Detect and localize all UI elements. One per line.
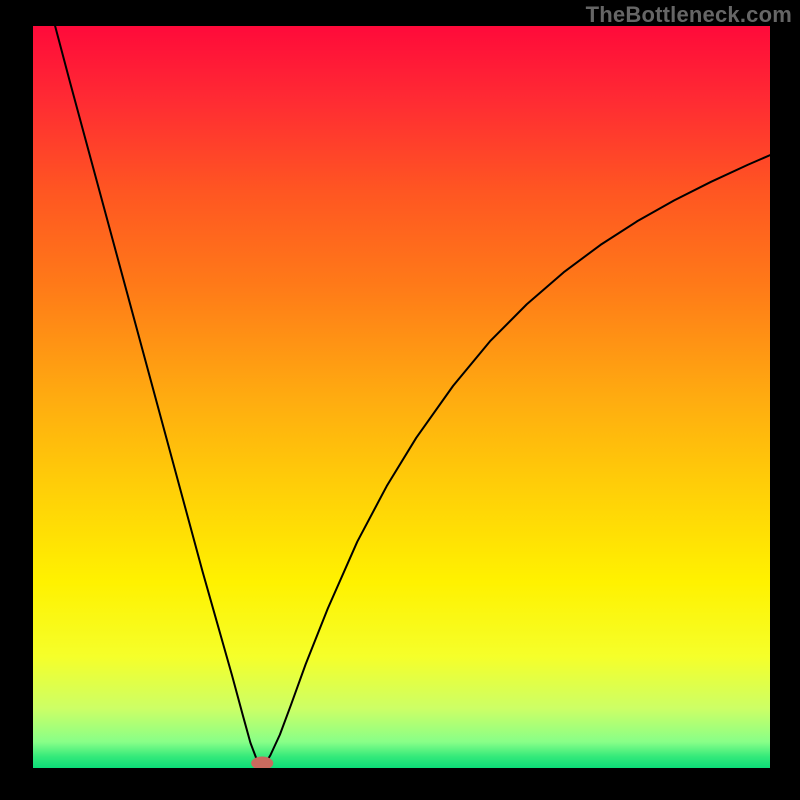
plot-area [33,26,770,768]
chart-svg [33,26,770,768]
watermark-text: TheBottleneck.com [586,2,792,28]
chart-container: TheBottleneck.com [0,0,800,800]
gradient-background [33,26,770,768]
